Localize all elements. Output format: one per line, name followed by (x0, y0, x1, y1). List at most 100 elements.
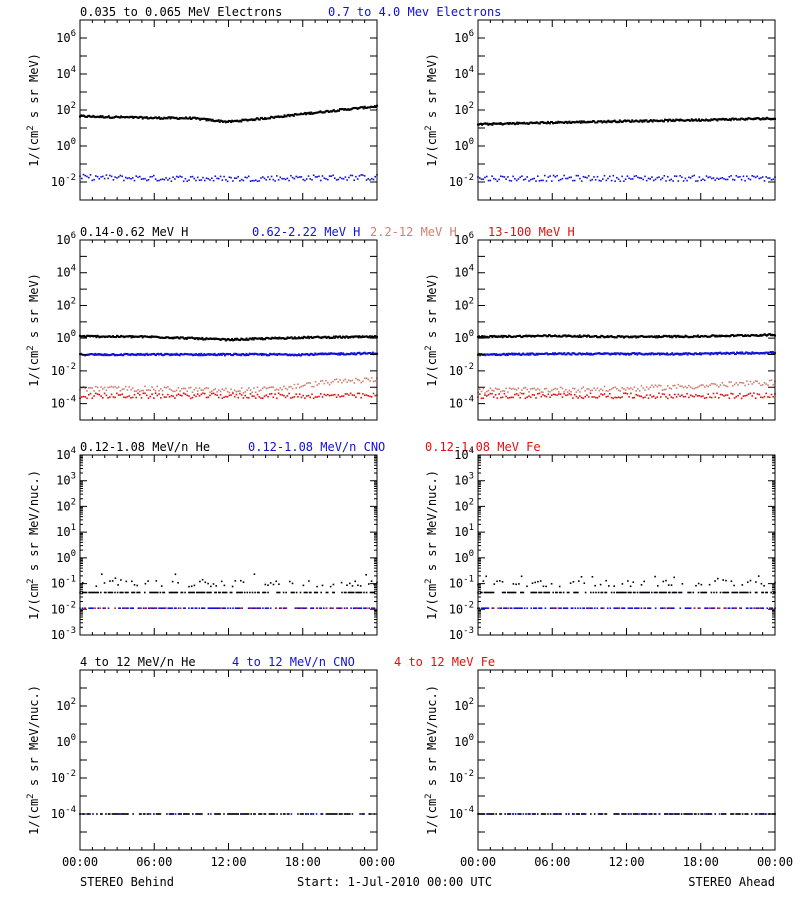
data-point (86, 175, 88, 178)
data-point (522, 813, 525, 815)
data-point (654, 607, 657, 609)
data-point (703, 813, 706, 815)
data-point (710, 813, 713, 815)
data-point (621, 175, 623, 178)
data-point (640, 177, 643, 179)
data-point (597, 336, 600, 339)
data-point (198, 387, 201, 389)
data-point (353, 382, 355, 384)
data-point (130, 178, 132, 180)
data-point (137, 389, 139, 391)
data-point (630, 120, 633, 123)
data-point (184, 177, 187, 180)
data-point (556, 174, 558, 177)
data-point (727, 607, 730, 609)
data-point (732, 385, 734, 387)
data-point (578, 813, 580, 815)
data-point (644, 607, 647, 609)
y-tick-label: 106 (454, 231, 474, 247)
data-point (203, 117, 206, 120)
data-point (566, 607, 569, 609)
data-point (770, 393, 773, 396)
data-point (574, 591, 577, 594)
data-point (293, 383, 296, 386)
data-point (660, 607, 662, 609)
data-point (249, 389, 252, 391)
data-point (259, 813, 262, 815)
data-point (644, 396, 646, 398)
data-point (510, 607, 513, 609)
data-point (546, 120, 549, 123)
data-point (233, 338, 236, 341)
data-point (181, 388, 183, 390)
data-point (491, 392, 493, 395)
data-point (149, 395, 152, 398)
data-point (558, 591, 561, 594)
data-point (672, 397, 674, 399)
data-point (101, 115, 104, 118)
data-point (93, 390, 95, 392)
data-point (321, 352, 324, 355)
y-tick-label: 10-2 (449, 769, 474, 785)
data-point (487, 389, 490, 392)
data-point (765, 176, 767, 178)
data-point (564, 607, 566, 609)
data-point (515, 393, 518, 395)
data-point (203, 338, 206, 341)
data-point (80, 114, 82, 117)
data-point (609, 175, 611, 178)
data-point (686, 179, 688, 182)
data-point (713, 607, 716, 609)
data-point (551, 394, 553, 396)
data-point (233, 395, 236, 398)
data-point (162, 591, 164, 594)
data-point (682, 386, 685, 389)
data-point (718, 386, 720, 388)
data-point (572, 397, 574, 399)
data-point (714, 580, 716, 582)
data-point (105, 394, 108, 397)
data-point (165, 336, 168, 339)
data-point (612, 387, 615, 389)
data-point (484, 394, 486, 396)
data-point (125, 580, 128, 583)
data-point (227, 607, 229, 609)
data-point (579, 391, 581, 393)
data-point (325, 813, 328, 815)
data-point (637, 176, 639, 179)
data-point (695, 386, 697, 389)
data-point (494, 387, 497, 390)
data-point (239, 339, 242, 342)
data-point (309, 396, 311, 399)
data-point (696, 180, 699, 182)
data-point (192, 607, 194, 609)
data-point (321, 584, 324, 587)
data-point (531, 591, 534, 594)
data-point (505, 178, 507, 180)
data-point (652, 395, 655, 397)
data-point (768, 333, 771, 336)
data-point (230, 388, 232, 390)
data-point (507, 352, 510, 355)
data-point (351, 394, 354, 396)
data-point (567, 352, 570, 355)
data-point (237, 396, 239, 399)
data-point (298, 176, 301, 178)
data-point (239, 392, 241, 395)
data-point (695, 180, 697, 182)
data-point (728, 176, 731, 178)
data-point (645, 591, 648, 594)
data-point (179, 394, 181, 396)
data-point (619, 397, 622, 399)
data-point (110, 393, 113, 396)
data-point (356, 607, 358, 609)
data-point (332, 583, 335, 586)
data-point (332, 335, 335, 338)
data-point (622, 353, 625, 356)
data-point (565, 394, 567, 397)
data-point (368, 583, 370, 585)
data-point (544, 607, 547, 609)
data-point (81, 591, 84, 594)
data-point (623, 180, 625, 182)
